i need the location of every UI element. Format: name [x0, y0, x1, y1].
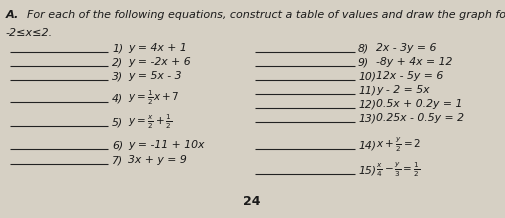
Text: 3): 3) — [112, 71, 123, 81]
Text: 10): 10) — [358, 71, 376, 81]
Text: 2x - 3y = 6: 2x - 3y = 6 — [376, 43, 436, 53]
Text: y = 4x + 1: y = 4x + 1 — [128, 43, 187, 53]
Text: 1): 1) — [112, 43, 123, 53]
Text: For each of the following equations, construct a table of values and draw the gr: For each of the following equations, con… — [20, 10, 505, 20]
Text: 7): 7) — [112, 155, 123, 165]
Text: $y = \frac{x}{2} + \frac{1}{2}$: $y = \frac{x}{2} + \frac{1}{2}$ — [128, 113, 172, 131]
Text: 9): 9) — [358, 57, 369, 67]
Text: 12x - 5y = 6: 12x - 5y = 6 — [376, 71, 443, 81]
Text: 24: 24 — [243, 195, 261, 208]
Text: $x + \frac{y}{2} = 2$: $x + \frac{y}{2} = 2$ — [376, 136, 421, 154]
Text: y - 2 = 5x: y - 2 = 5x — [376, 85, 429, 95]
Text: -8y + 4x = 12: -8y + 4x = 12 — [376, 57, 452, 67]
Text: 6): 6) — [112, 140, 123, 150]
Text: y = 5x - 3: y = 5x - 3 — [128, 71, 181, 81]
Text: -2≤x≤2.: -2≤x≤2. — [6, 28, 53, 38]
Text: 8): 8) — [358, 43, 369, 53]
Text: y = -2x + 6: y = -2x + 6 — [128, 57, 190, 67]
Text: $y = \frac{1}{2}x + 7$: $y = \frac{1}{2}x + 7$ — [128, 89, 180, 107]
Text: 13): 13) — [358, 113, 376, 123]
Text: 15): 15) — [358, 165, 376, 175]
Text: 12): 12) — [358, 99, 376, 109]
Text: 14): 14) — [358, 140, 376, 150]
Text: 0.5x + 0.2y = 1: 0.5x + 0.2y = 1 — [376, 99, 463, 109]
Text: 11): 11) — [358, 85, 376, 95]
Text: A.: A. — [6, 10, 19, 20]
Text: 3x + y = 9: 3x + y = 9 — [128, 155, 187, 165]
Text: $\frac{x}{4} - \frac{y}{3} = \frac{1}{2}$: $\frac{x}{4} - \frac{y}{3} = \frac{1}{2}… — [376, 161, 420, 179]
Text: 4): 4) — [112, 93, 123, 103]
Text: 2): 2) — [112, 57, 123, 67]
Text: 5): 5) — [112, 117, 123, 127]
Text: 0.25x - 0.5y = 2: 0.25x - 0.5y = 2 — [376, 113, 464, 123]
Text: y = -11 + 10x: y = -11 + 10x — [128, 140, 205, 150]
